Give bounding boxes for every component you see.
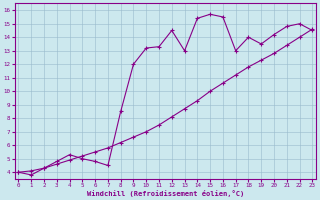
X-axis label: Windchill (Refroidissement éolien,°C): Windchill (Refroidissement éolien,°C) <box>87 190 244 197</box>
